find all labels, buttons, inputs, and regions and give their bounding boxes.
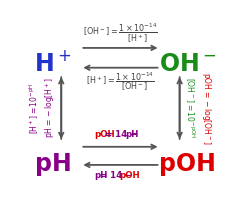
- Text: pOH: pOH: [94, 130, 115, 139]
- Text: $[\mathrm{OH}^-] = \dfrac{1 \times 10^{-14}}{[\mathrm{H}^+]}$: $[\mathrm{OH}^-] = \dfrac{1 \times 10^{-…: [83, 21, 158, 45]
- Text: H$^+$: H$^+$: [34, 51, 72, 76]
- Text: pOH: pOH: [159, 152, 216, 176]
- Text: $[\mathrm{H}^+] = \dfrac{1 \times 10^{-14}}{[\mathrm{OH}^-]}$: $[\mathrm{H}^+] = \dfrac{1 \times 10^{-1…: [86, 70, 155, 93]
- Text: = 14 −: = 14 −: [100, 171, 136, 180]
- Text: pH: pH: [35, 152, 71, 176]
- Text: $\mathrm{pH} = -\log[\mathrm{H}^+]$: $\mathrm{pH} = -\log[\mathrm{H}^+]$: [43, 78, 57, 138]
- Text: pH: pH: [125, 130, 139, 139]
- Text: pH: pH: [94, 171, 107, 180]
- Text: = 14 −: = 14 −: [105, 130, 141, 139]
- Text: OH$^-$: OH$^-$: [159, 52, 216, 76]
- Text: $\mathrm{pOH} = -\log[\mathrm{OH}^-]$: $\mathrm{pOH} = -\log[\mathrm{OH}^-]$: [200, 72, 213, 144]
- Text: $[\mathrm{H}^+] = 10^{-\mathrm{pH}}$: $[\mathrm{H}^+] = 10^{-\mathrm{pH}}$: [27, 83, 40, 134]
- Text: pOH: pOH: [120, 171, 140, 180]
- Text: $[\mathrm{OH}^-] = 10^{-\mathrm{pOH}}$: $[\mathrm{OH}^-] = 10^{-\mathrm{pOH}}$: [183, 77, 196, 139]
